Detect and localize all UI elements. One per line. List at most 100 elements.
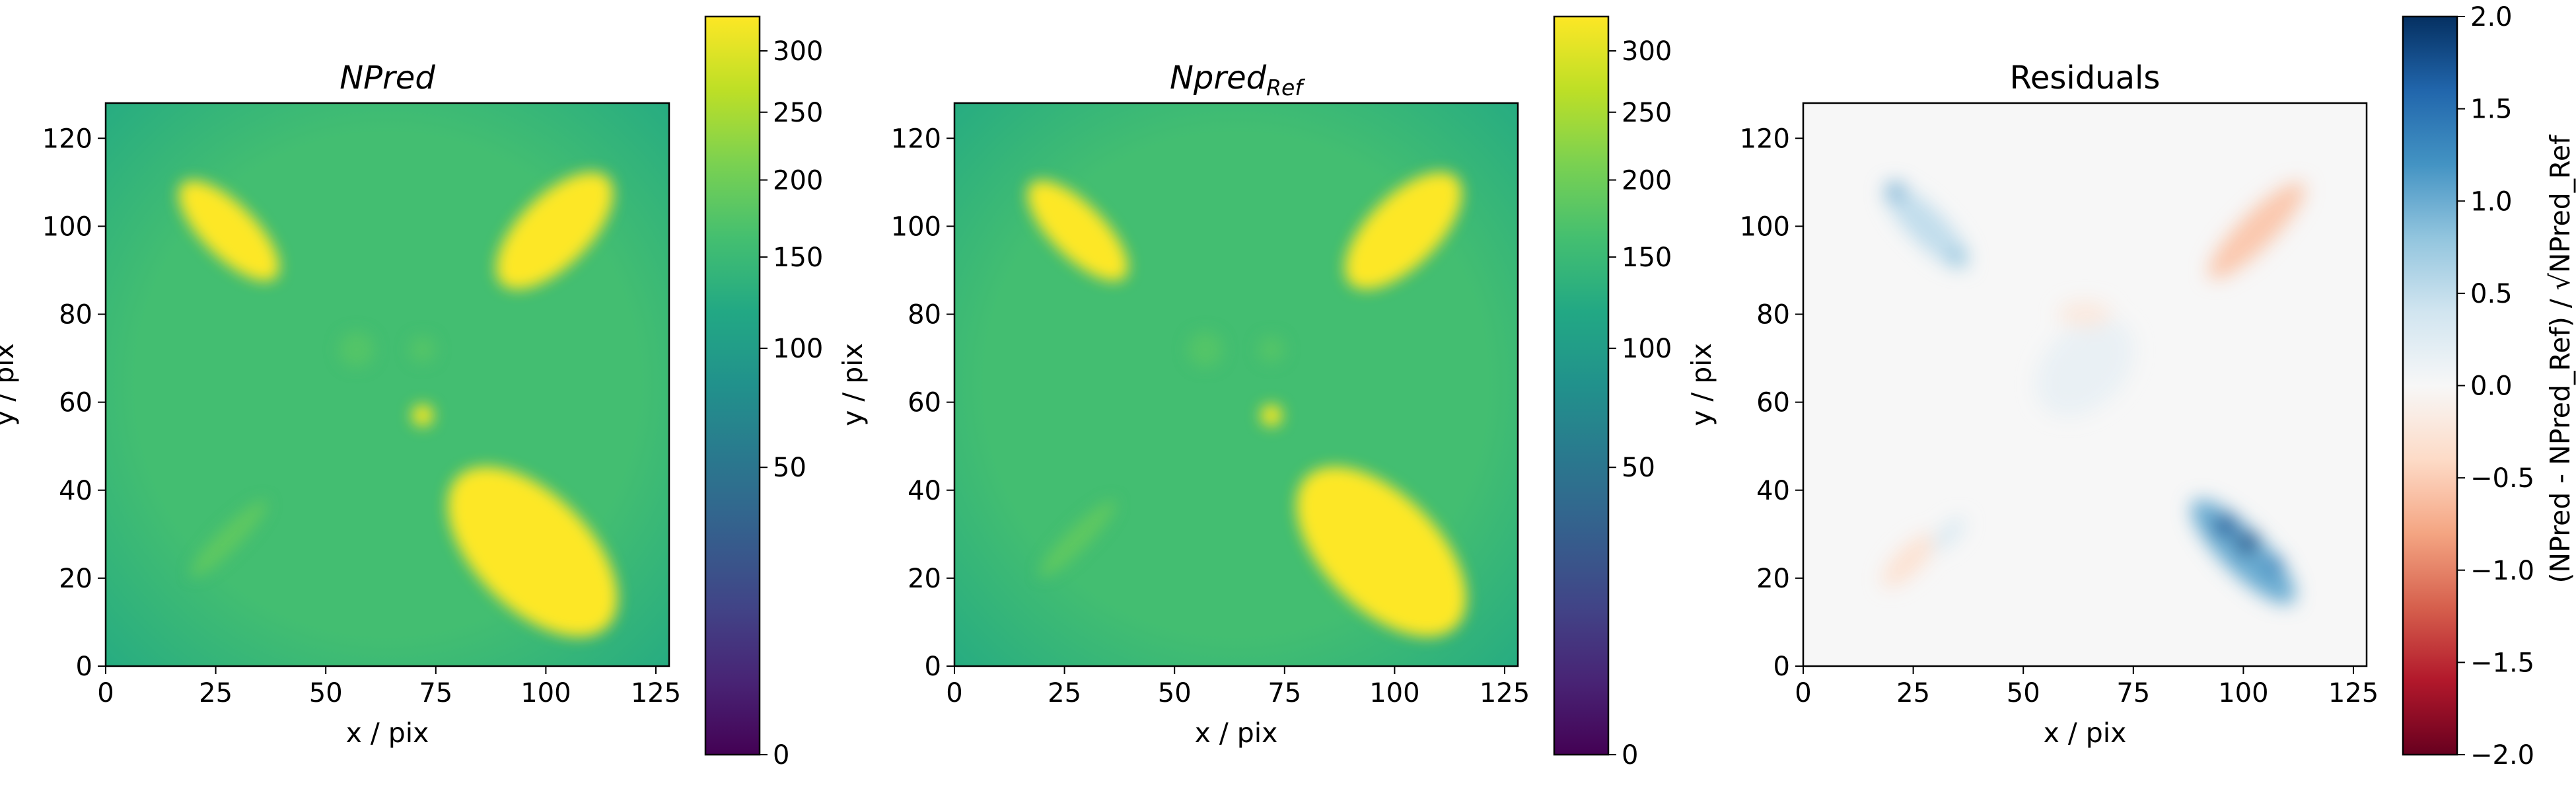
axes-frame: [1802, 102, 2368, 667]
panel-3: 0 25 50 75 100 125 0 20 40 60 80 100 120 x / pix y / p…: [1686, 2, 2576, 771]
x-axis-label: x / pix: [1195, 717, 1278, 749]
y-tick-label: 120: [1740, 124, 1790, 154]
chart-title: NPred: [340, 59, 435, 96]
heatmap-blob: [1884, 184, 1969, 269]
y-tick-label: 80: [1756, 300, 1790, 330]
x-tick-label: 75: [419, 678, 452, 708]
y-tick-label: 20: [1756, 564, 1790, 594]
heatmap-spot: [409, 336, 436, 363]
heatmap-blob: [496, 172, 614, 289]
heatmap-blob: [2036, 317, 2134, 416]
heatmap-blob: [178, 180, 279, 282]
x-tick-label: 0: [946, 678, 962, 708]
heatmap-blob: [1882, 533, 1936, 587]
panel-1: 0 25 50 75 100 125 0 20 40 60 80 100 120 x / pix y / p…: [0, 15, 823, 771]
panel-2: 0 25 50 75 100 125 0 20 40 60 80 100 120 x / pix y / p…: [837, 15, 1672, 771]
colorbar-tick-label: 0: [773, 740, 789, 771]
y-tick-label: 100: [891, 211, 941, 242]
x-tick-label: 50: [2007, 678, 2040, 708]
y-tick-label: 120: [891, 124, 941, 154]
y-axis-label: y / pix: [1686, 343, 1717, 426]
y-tick-label: 0: [76, 652, 92, 682]
y-tick-label: 80: [59, 300, 92, 330]
y-tick-label: 60: [1756, 388, 1790, 418]
colorbar-tick-label: −0.5: [2470, 463, 2534, 494]
y-tick-label: 80: [908, 300, 941, 330]
heatmap-blob: [447, 467, 618, 637]
colorbar-tick-label: 150: [1622, 243, 1672, 273]
y-tick-label: 20: [908, 564, 941, 594]
colorbar: 2.0 1.5 1.0 0.5 0.0 −0.5 −1.0 −1.5 −2.0 (NPred - …: [2402, 2, 2576, 771]
colorbar-gradient: [704, 15, 761, 756]
chart-title-subscript: Ref: [1266, 75, 1305, 100]
chart-title-main: Npred: [1170, 59, 1267, 96]
heatmap-spot: [1948, 248, 1966, 266]
y-tick-label: 100: [42, 211, 92, 242]
colorbar-label: (NPred - NPred_Ref) / √NPred_Ref: [2544, 134, 2576, 584]
colorbar-tick-label: 0: [1622, 740, 1638, 771]
x-tick-label: 50: [1158, 678, 1192, 708]
heatmap-blob: [1027, 180, 1128, 282]
y-tick-label: 0: [925, 652, 941, 682]
heatmap-spot: [1260, 404, 1283, 427]
heatmap-blob: [1296, 467, 1466, 637]
heatmap-blob: [1345, 172, 1462, 289]
heatmap-spot: [1188, 332, 1223, 367]
heatmap-spot: [2236, 531, 2259, 554]
x-tick-label: 50: [309, 678, 343, 708]
y-tick-label: 40: [908, 476, 941, 506]
colorbar-tick-label: 300: [773, 36, 823, 67]
x-tick-label: 125: [1480, 678, 1530, 708]
y-tick-label: 100: [1740, 211, 1790, 242]
heatmap-spot: [339, 332, 375, 367]
heatmap-blob: [1039, 500, 1116, 577]
colorbar-tick-label: 100: [773, 334, 823, 364]
colorbar-tick-label: 50: [773, 453, 806, 483]
chart-title-main: Residuals: [2010, 59, 2161, 96]
heatmap-features: [1882, 182, 2305, 604]
colorbar-tick-label: 1.0: [2470, 186, 2513, 217]
colorbar-tick-label: 100: [1622, 334, 1672, 364]
chart-title: Residuals: [2010, 59, 2161, 96]
y-tick-label: 20: [59, 564, 92, 594]
y-tick-label: 40: [1756, 476, 1790, 506]
chart-title: NpredRef: [1170, 59, 1305, 100]
y-tick-label: 40: [59, 476, 92, 506]
colorbar-tick-label: −1.5: [2470, 648, 2534, 678]
y-tick-label: 120: [42, 124, 92, 154]
x-tick-label: 0: [97, 678, 114, 708]
heatmap-spot: [1886, 182, 1905, 200]
heatmap-image: [106, 103, 669, 666]
heatmap-blob: [1931, 517, 1966, 551]
colorbar-gradient: [1553, 15, 1610, 756]
x-tick-label: 25: [1896, 678, 1930, 708]
colorbar-tick-label: 300: [1622, 36, 1672, 67]
heatmap-blob: [190, 500, 268, 577]
heatmap-blob: [2208, 182, 2305, 280]
x-tick-label: 100: [520, 678, 571, 708]
x-tick-label: 100: [1369, 678, 1419, 708]
x-tick-label: 100: [2218, 678, 2268, 708]
heatmap-features: [1027, 172, 1466, 637]
axes-frame: [953, 102, 1519, 667]
colorbar-tick-label: 0.0: [2470, 371, 2513, 402]
colorbar-tick-label: 250: [773, 98, 823, 128]
colorbar-tick-label: 200: [773, 165, 823, 196]
heatmap-image: [954, 103, 1518, 666]
colorbar-tick-label: −2.0: [2470, 740, 2534, 771]
heatmap-spot: [1258, 336, 1285, 363]
colorbar: 0 50 100 150 200 250 300: [704, 15, 823, 771]
colorbar-tick-label: 2.0: [2470, 2, 2513, 32]
x-tick-label: 75: [2116, 678, 2150, 708]
x-tick-label: 75: [1268, 678, 1301, 708]
colorbar-tick-label: 200: [1622, 165, 1672, 196]
colorbar-tick-label: −1.0: [2470, 556, 2534, 586]
heatmap-spot: [411, 404, 434, 427]
chart-title-main: NPred: [340, 59, 435, 96]
heatmap-features: [178, 172, 618, 637]
colorbar-tick-label: 150: [773, 243, 823, 273]
colorbar: 0 50 100 150 200 250 300: [1553, 15, 1672, 771]
y-tick-label: 0: [1773, 652, 1790, 682]
colorbar-tick-label: 1.5: [2470, 94, 2513, 125]
